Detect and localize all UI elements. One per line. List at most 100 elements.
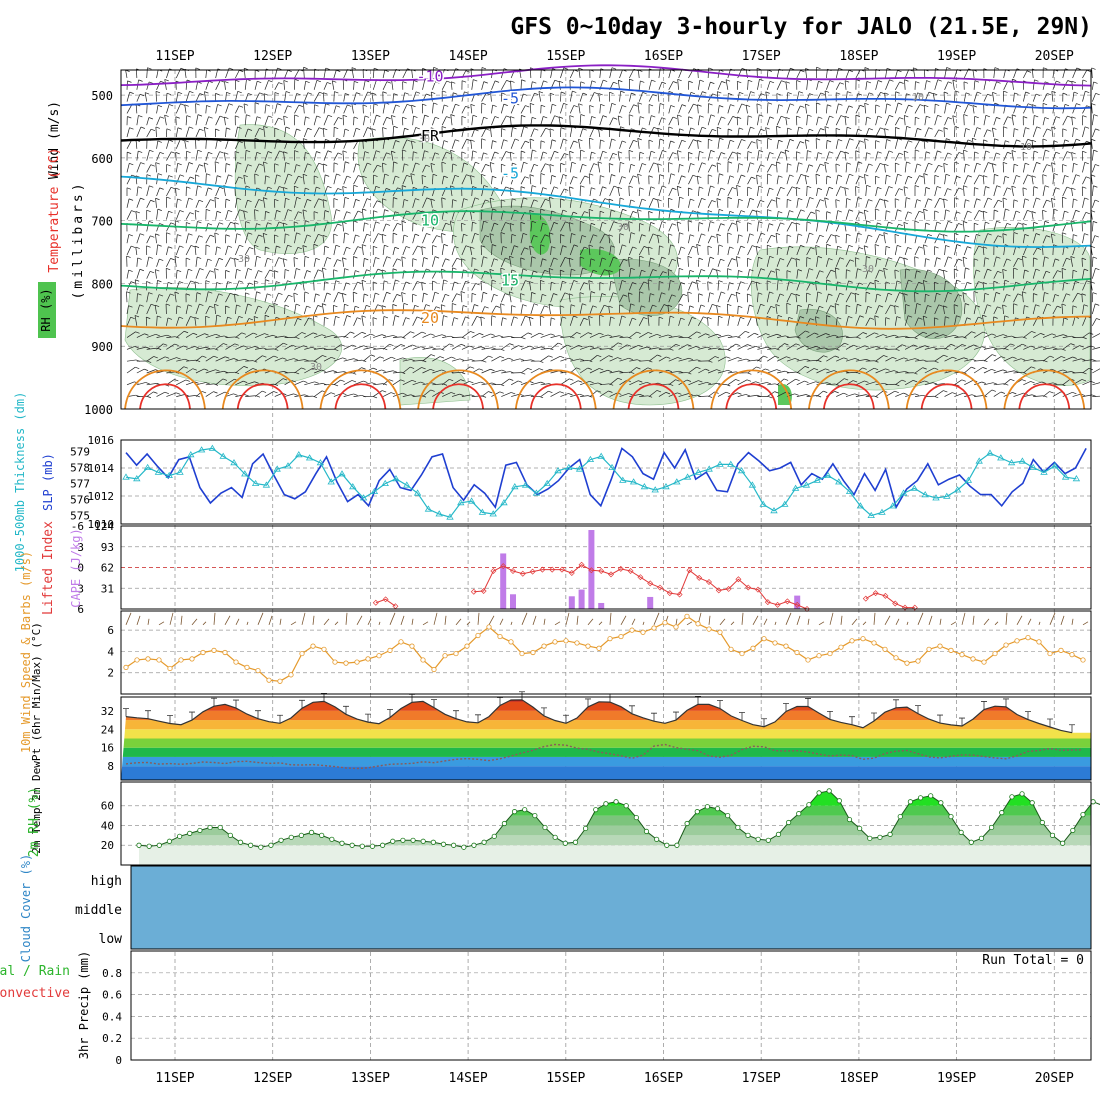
wind-barb	[904, 344, 914, 350]
wind-barb-flag	[665, 392, 671, 395]
wind-barb-flag	[619, 335, 624, 338]
wind-barb-flag	[543, 116, 548, 119]
wind-barb-flag	[139, 93, 145, 97]
wind-barb-flag	[180, 103, 185, 106]
wind-barb	[540, 199, 546, 208]
wind-barb	[185, 245, 192, 256]
wind-barb-flag	[928, 91, 934, 94]
wind-barb	[225, 293, 231, 303]
wind-barb-flag	[688, 357, 694, 361]
wind-barb-flag	[198, 235, 203, 238]
wind-barb	[973, 210, 980, 220]
wind-barb	[491, 104, 493, 114]
wind-barb-flag	[333, 233, 338, 236]
wind-barb-flag	[791, 257, 796, 260]
wind-barb-flag	[510, 151, 515, 155]
wind-barb	[185, 233, 189, 244]
wind-barb	[824, 197, 827, 208]
wind-barb	[629, 367, 637, 374]
wind-barb	[550, 175, 553, 185]
wind-barb-flag	[525, 280, 530, 283]
wind-barb	[737, 246, 742, 256]
wind-barb-flag	[395, 104, 400, 107]
wind-barb-flag	[456, 293, 461, 296]
wind-barb	[333, 91, 335, 102]
wind-barb	[471, 79, 474, 90]
wind-barb-flag	[708, 138, 713, 142]
wind-barb	[570, 393, 580, 397]
wind-barb	[284, 233, 286, 244]
wind-barb-flag	[780, 115, 786, 119]
wind-barb	[678, 68, 683, 79]
wind-barb-flag	[530, 103, 535, 106]
wind-barb-flag	[257, 80, 262, 83]
wind-barb-flag	[254, 280, 259, 283]
wind-barb	[904, 79, 906, 90]
wind-barb-flag	[263, 125, 268, 129]
wind-barb-flag	[356, 92, 361, 95]
wind-barb-flag	[186, 115, 191, 118]
wind-barb-flag	[384, 209, 389, 212]
wind-barb-flag	[214, 161, 220, 164]
wind-barb-flag	[540, 346, 546, 349]
wind-barb-flag	[903, 257, 908, 260]
wind-barb	[274, 150, 280, 161]
wind-barb	[982, 246, 985, 256]
wind-barb	[560, 292, 566, 303]
wind-barb	[816, 355, 824, 362]
wind-barb-flag	[500, 303, 505, 306]
wind-barb	[235, 209, 240, 220]
wind-barb	[510, 234, 513, 244]
wind-barb-flag	[837, 281, 842, 284]
wind-barb	[796, 358, 807, 362]
wind-barb	[363, 127, 368, 138]
wind-barb-flag	[542, 151, 548, 154]
wind-barb-flag	[446, 80, 451, 83]
wind-barb	[806, 268, 810, 279]
wind-barb-flag	[602, 222, 607, 225]
wind-barb-flag	[829, 115, 834, 118]
wind-barb-flag	[146, 209, 151, 213]
wind-barb-flag	[503, 139, 508, 142]
wind-barb-flag	[697, 104, 702, 107]
wind-barb-flag	[716, 233, 721, 236]
wind-barb-flag	[630, 163, 636, 167]
wind-barb	[865, 332, 875, 338]
wind-barb	[392, 175, 396, 185]
wind-barb	[964, 359, 973, 362]
wind-barb-flag	[880, 127, 885, 130]
wind-barb	[589, 305, 594, 315]
wind-barb-flag	[238, 280, 244, 283]
wind-barb	[716, 305, 719, 315]
wind-barb-flag	[294, 114, 299, 117]
wind-barb	[816, 306, 820, 315]
wind-barb-flag	[296, 196, 301, 200]
wind-barb-flag	[167, 282, 173, 285]
wind-barb	[816, 368, 826, 374]
wind-barb	[195, 256, 198, 267]
wind-barb	[716, 91, 719, 102]
wind-barb-flag	[194, 317, 199, 320]
wind-barb-flag	[515, 103, 520, 106]
wind-barb-flag	[799, 141, 805, 144]
wind-barb-flag	[563, 138, 568, 141]
wind-barb-flag	[402, 116, 407, 120]
wind-barb-flag	[974, 80, 980, 83]
wind-barb	[156, 116, 161, 126]
wind-barb-flag	[745, 394, 750, 397]
wind-barb	[146, 164, 152, 173]
wind-barb	[520, 176, 526, 185]
wind-barb-flag	[301, 332, 306, 335]
wind-barb-flag	[884, 163, 889, 167]
wind-barb	[983, 269, 988, 279]
wind-barb	[560, 174, 564, 185]
wind-barb	[767, 355, 776, 362]
wind-barb-flag	[810, 318, 815, 321]
wind-barb-flag	[992, 91, 997, 95]
wind-barb	[629, 93, 632, 102]
wind-barb	[520, 79, 522, 90]
wind-barb-flag	[196, 292, 202, 295]
wind-barb-flag	[976, 162, 981, 165]
wind-barb	[156, 152, 161, 161]
wind-barb-flag	[835, 163, 841, 166]
